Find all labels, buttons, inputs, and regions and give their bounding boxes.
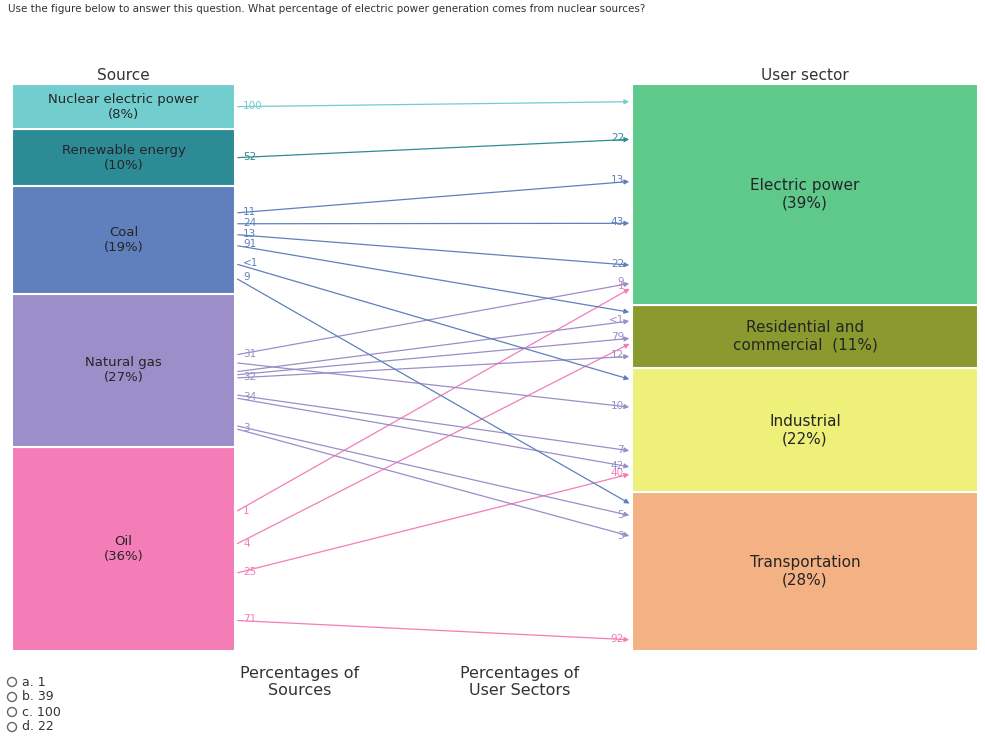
Text: 22: 22	[611, 259, 624, 269]
Bar	[12, 129, 235, 186]
Text: 92: 92	[611, 634, 624, 644]
Text: 79: 79	[611, 333, 624, 342]
Text: 9: 9	[243, 272, 249, 282]
Text: Renewable energy
(10%): Renewable energy (10%)	[61, 143, 185, 171]
Text: 43: 43	[611, 217, 624, 228]
Text: c. 100: c. 100	[22, 706, 61, 718]
Text: Nuclear electric power
(8%): Nuclear electric power (8%)	[48, 92, 199, 120]
Text: a. 1: a. 1	[22, 675, 45, 689]
Text: 3: 3	[243, 423, 249, 432]
Text: d. 22: d. 22	[22, 721, 54, 734]
Text: 1: 1	[618, 282, 624, 291]
Text: Industrial
(22%): Industrial (22%)	[769, 414, 841, 446]
Text: 100: 100	[243, 101, 263, 111]
Text: Percentages of
User Sectors: Percentages of User Sectors	[460, 666, 579, 698]
Text: 34: 34	[243, 392, 256, 402]
Text: 7: 7	[618, 445, 624, 455]
Text: Percentages of
Sources: Percentages of Sources	[240, 666, 360, 698]
Bar	[12, 186, 235, 294]
Text: 40: 40	[611, 468, 624, 477]
Text: 11: 11	[243, 207, 256, 217]
Text: 5: 5	[618, 510, 624, 520]
Text: 3: 3	[618, 531, 624, 541]
Text: 12: 12	[611, 350, 624, 361]
Text: 9: 9	[618, 277, 624, 287]
Text: 32: 32	[243, 372, 256, 382]
Text: 1: 1	[243, 506, 249, 517]
Bar	[12, 84, 235, 129]
Text: 10: 10	[611, 401, 624, 412]
Bar	[12, 294, 235, 447]
Text: User sector: User sector	[761, 68, 849, 83]
Text: 52: 52	[243, 151, 256, 162]
Text: 13: 13	[243, 228, 256, 239]
Text: 4: 4	[243, 539, 249, 549]
Text: Source: Source	[98, 68, 150, 83]
Text: Natural gas
(27%): Natural gas (27%)	[85, 356, 162, 384]
Text: Electric power
(39%): Electric power (39%)	[751, 178, 860, 211]
Bar	[632, 367, 978, 492]
Text: Coal
(19%): Coal (19%)	[103, 226, 144, 254]
Text: 24: 24	[243, 218, 256, 228]
Text: <1: <1	[243, 258, 258, 268]
Bar	[632, 84, 978, 305]
Text: 25: 25	[243, 568, 256, 577]
Text: b. 39: b. 39	[22, 690, 53, 704]
Text: Residential and
commercial  (11%): Residential and commercial (11%)	[733, 320, 878, 353]
Text: 22: 22	[611, 133, 624, 143]
Bar	[632, 492, 978, 651]
Text: <1: <1	[609, 315, 624, 324]
Text: 71: 71	[243, 614, 256, 624]
Text: 91: 91	[243, 239, 256, 249]
Bar	[632, 305, 978, 367]
Bar	[12, 447, 235, 651]
Text: Oil
(36%): Oil (36%)	[103, 535, 144, 563]
Text: 13: 13	[611, 175, 624, 185]
Text: Use the figure below to answer this question. What percentage of electric power : Use the figure below to answer this ques…	[8, 4, 645, 14]
Text: Transportation
(28%): Transportation (28%)	[750, 556, 860, 588]
Text: 42: 42	[611, 461, 624, 471]
Text: 31: 31	[243, 349, 256, 359]
